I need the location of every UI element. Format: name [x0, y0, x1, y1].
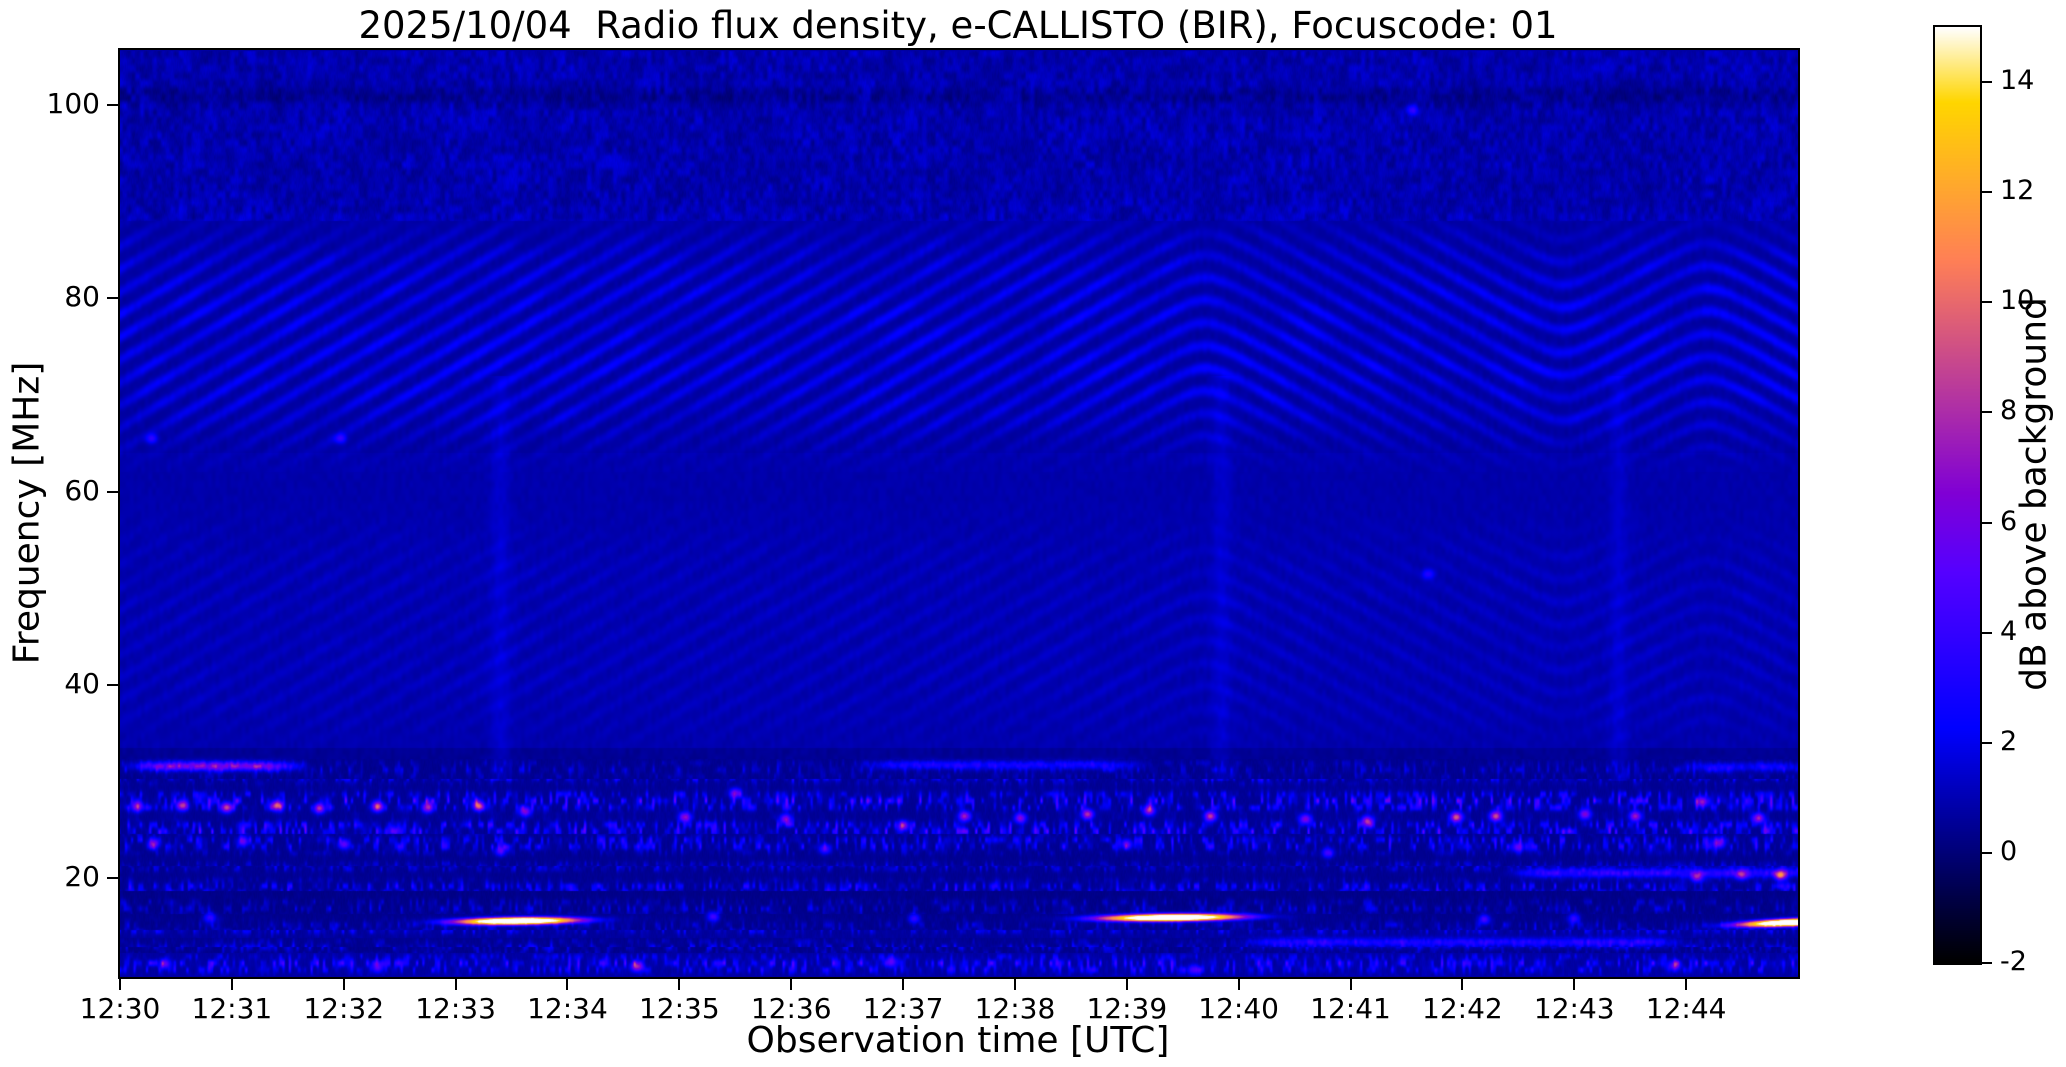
- x-tick-label: 12:36: [750, 992, 832, 1025]
- x-tick-mark: [902, 979, 905, 990]
- x-tick-mark: [1237, 979, 1240, 990]
- y-tick-mark: [107, 104, 118, 107]
- colorbar-tick-label: 10: [2000, 285, 2035, 317]
- x-tick-label: 12:44: [1645, 992, 1727, 1025]
- x-tick-label: 12:39: [1086, 992, 1168, 1025]
- colorbar-tick-mark: [1982, 411, 1992, 414]
- x-tick-label: 12:37: [862, 992, 944, 1025]
- y-tick-mark: [107, 297, 118, 300]
- x-tick-label: 12:32: [303, 992, 385, 1025]
- x-tick-label: 12:41: [1310, 992, 1391, 1025]
- x-tick-mark: [1685, 979, 1688, 990]
- chart-title: 2025/10/04 Radio flux density, e-CALLIST…: [358, 4, 1558, 47]
- colorbar-label: dB above background: [2013, 297, 2055, 691]
- y-tick-mark: [107, 490, 118, 493]
- colorbar-tick-label: 0: [2000, 835, 2018, 867]
- x-axis-label: Observation time [UTC]: [746, 1020, 1170, 1061]
- x-tick-mark: [1573, 979, 1576, 990]
- colorbar-tick-mark: [1982, 631, 1992, 634]
- y-tick-label: 100: [46, 87, 100, 121]
- colorbar-tick-label: 4: [2000, 615, 2018, 647]
- colorbar-tick-label: 2: [2000, 725, 2018, 757]
- x-tick-label: 12:40: [1198, 992, 1280, 1025]
- x-tick-mark: [119, 979, 121, 990]
- x-tick-mark: [1349, 979, 1352, 990]
- colorbar-tick-label: 14: [2000, 65, 2035, 97]
- x-tick-mark: [1013, 979, 1016, 990]
- y-tick-mark: [107, 877, 118, 880]
- y-tick-label: 80: [64, 280, 100, 314]
- x-tick-mark: [790, 979, 793, 990]
- spectrogram-heatmap-canvas: [120, 50, 1798, 977]
- y-axis-label: Frequency [MHz]: [6, 361, 48, 665]
- colorbar-tick-label: -2: [2000, 946, 2027, 977]
- colorbar-canvas: [1935, 27, 1980, 963]
- x-tick-mark: [342, 979, 345, 990]
- colorbar-tick-mark: [1982, 301, 1992, 304]
- x-tick-label: 12:43: [1533, 992, 1615, 1025]
- x-tick-mark: [230, 979, 233, 990]
- x-tick-label: 12:35: [638, 992, 720, 1025]
- x-tick-label: 12:42: [1422, 992, 1503, 1025]
- y-tick-label: 40: [64, 667, 100, 701]
- x-tick-label: 12:30: [79, 992, 161, 1025]
- x-tick-label: 12:34: [527, 992, 608, 1025]
- colorbar-tick-mark: [1982, 191, 1992, 194]
- colorbar-tick-label: 6: [2000, 505, 2018, 537]
- y-tick-mark: [107, 684, 118, 687]
- y-tick-label: 60: [64, 473, 100, 507]
- x-tick-mark: [678, 979, 681, 990]
- x-tick-label: 12:38: [974, 992, 1056, 1025]
- x-tick-label: 12:33: [415, 992, 496, 1025]
- colorbar-tick-mark: [1982, 962, 1992, 964]
- x-tick-mark: [1125, 979, 1128, 990]
- colorbar-tick-mark: [1982, 521, 1992, 524]
- colorbar-tick-label: 8: [2000, 395, 2018, 427]
- y-tick-label: 20: [64, 860, 100, 894]
- x-tick-mark: [454, 979, 457, 990]
- colorbar-tick-label: 12: [2000, 175, 2035, 207]
- colorbar-tick-mark: [1982, 81, 1992, 84]
- colorbar-tick-mark: [1982, 851, 1992, 854]
- colorbar-tick-mark: [1982, 741, 1992, 744]
- x-tick-label: 12:31: [191, 992, 273, 1025]
- x-tick-mark: [1461, 979, 1464, 990]
- x-tick-mark: [566, 979, 569, 990]
